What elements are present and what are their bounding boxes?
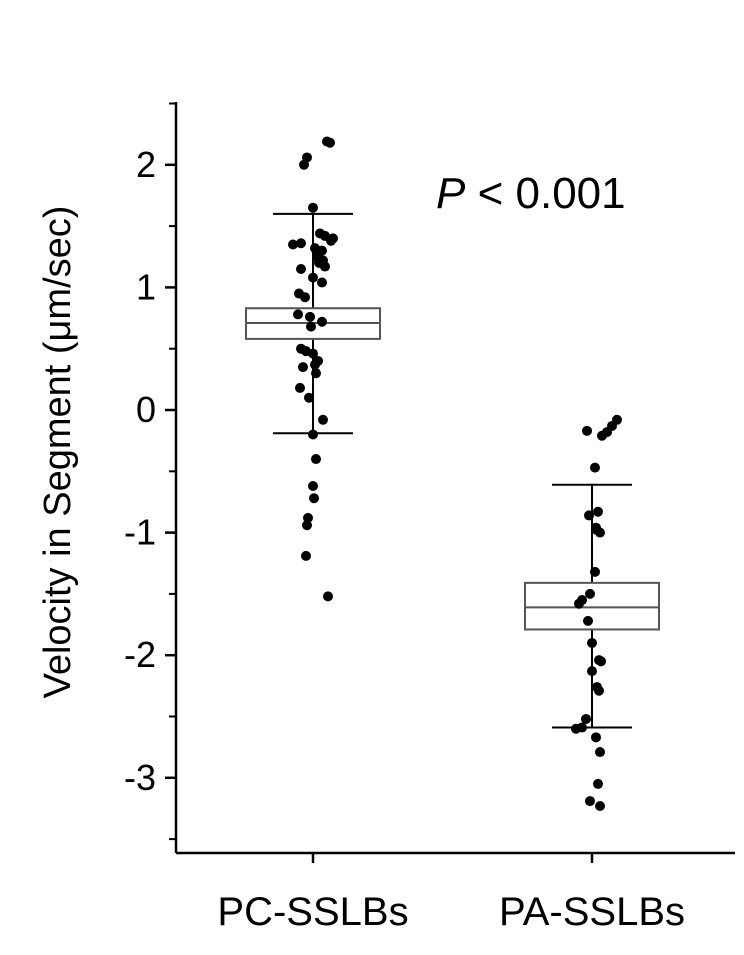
data-point bbox=[293, 309, 303, 320]
data-point bbox=[298, 362, 308, 373]
data-point bbox=[308, 272, 318, 283]
data-point bbox=[311, 454, 321, 465]
data-point bbox=[596, 656, 606, 667]
data-point bbox=[590, 462, 600, 473]
box-group-pa-sslbs bbox=[524, 414, 660, 811]
data-point bbox=[581, 713, 591, 724]
data-point bbox=[323, 591, 333, 602]
x-category-label: PC-SSLBs bbox=[217, 890, 408, 934]
data-point bbox=[585, 796, 595, 807]
data-point bbox=[311, 368, 321, 379]
data-point bbox=[317, 277, 327, 288]
data-point bbox=[306, 321, 316, 332]
y-tick-label: -3 bbox=[124, 757, 156, 798]
data-point bbox=[310, 359, 320, 370]
p-value-annotation: P < 0.001 bbox=[436, 169, 626, 218]
data-point bbox=[584, 510, 594, 521]
p-value-prefix: P bbox=[436, 169, 466, 218]
data-point bbox=[308, 481, 318, 492]
data-point bbox=[587, 637, 597, 648]
y-axis-title: Velocity in Segment (μm/sec) bbox=[37, 206, 79, 699]
y-tick-label: 1 bbox=[136, 266, 156, 307]
data-point bbox=[296, 238, 306, 249]
y-tick-label: 2 bbox=[136, 144, 156, 185]
data-point bbox=[300, 292, 310, 303]
data-point bbox=[593, 778, 603, 789]
data-point bbox=[299, 159, 309, 170]
data-point bbox=[595, 800, 605, 811]
box-group-pc-sslbs bbox=[245, 136, 381, 602]
data-point bbox=[308, 429, 318, 440]
box-groups bbox=[245, 136, 660, 811]
data-point bbox=[320, 261, 330, 272]
data-point bbox=[309, 493, 319, 504]
data-point bbox=[585, 588, 595, 599]
data-point bbox=[328, 233, 338, 244]
data-point bbox=[302, 520, 312, 531]
data-point bbox=[594, 685, 604, 696]
y-tick-label: -1 bbox=[124, 512, 156, 553]
data-point bbox=[301, 346, 311, 357]
data-point bbox=[583, 615, 593, 626]
data-point bbox=[322, 136, 332, 147]
data-point bbox=[304, 392, 314, 403]
data-point bbox=[574, 598, 584, 609]
data-point bbox=[296, 264, 306, 275]
y-tick-label: 0 bbox=[136, 389, 156, 430]
axes: 2 1 0 -1 -2 -3 PC-SSLBs PA-SSLBs bbox=[124, 102, 735, 934]
data-point bbox=[288, 239, 298, 250]
data-point bbox=[591, 732, 601, 743]
data-point bbox=[593, 506, 603, 517]
data-point bbox=[317, 316, 327, 327]
data-point bbox=[597, 430, 607, 441]
p-value-text: < 0.001 bbox=[465, 169, 625, 218]
data-point bbox=[303, 512, 313, 523]
data-point bbox=[595, 527, 605, 538]
data-point bbox=[595, 747, 605, 758]
data-point bbox=[301, 550, 311, 561]
data-point bbox=[587, 666, 597, 677]
data-point bbox=[305, 311, 315, 322]
data-point bbox=[318, 414, 328, 425]
x-category-label: PA-SSLBs bbox=[499, 890, 685, 934]
data-point bbox=[295, 382, 305, 393]
data-point bbox=[571, 723, 581, 734]
data-point bbox=[582, 425, 592, 436]
data-point bbox=[590, 566, 600, 577]
y-tick-label: -2 bbox=[124, 634, 156, 675]
data-point bbox=[308, 202, 318, 213]
data-point bbox=[315, 228, 325, 239]
